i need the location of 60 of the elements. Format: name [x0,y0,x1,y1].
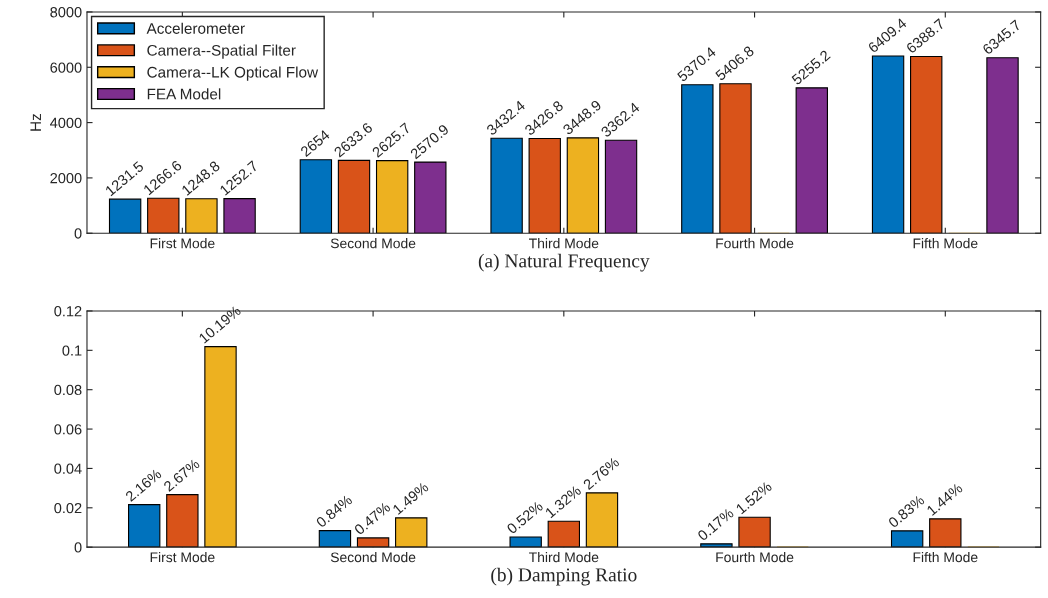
bar [299,159,333,234]
x-tick-label: Second Mode [330,238,416,249]
bar [509,536,542,548]
bar [395,517,428,548]
x-tick-label: Third Mode [529,552,599,563]
bar [185,198,218,234]
bar [223,198,256,234]
bar [910,55,943,234]
y-tick-label: 0 [74,228,82,239]
bar [795,87,828,234]
bar [547,520,581,548]
bar [414,161,447,234]
legend-label: Accelerometer [146,22,245,34]
y-tick-label: 6000 [50,62,82,73]
bar [929,518,962,548]
y-tick-label: 0.06 [54,424,82,435]
y-tick-label: 0.08 [54,384,82,396]
bar [700,543,733,548]
bar [986,57,1019,234]
x-axis-title: (a) Natural Frequency [478,253,650,272]
y-tick-label: 0 [74,542,82,553]
bar [337,159,371,234]
bar [604,139,638,234]
x-tick-label: First Mode [150,552,215,563]
bar [890,530,924,548]
bar [490,137,523,234]
x-tick-label: Fourth Mode [716,552,794,563]
bar [318,530,352,548]
y-tick-label: 0.02 [54,502,82,514]
bar [566,137,600,234]
bar [204,346,237,548]
bar [356,537,390,548]
y-tick-label: 0.12 [54,306,82,317]
bar [528,137,561,234]
y-tick-label: 8000 [50,7,82,18]
bar [128,504,161,548]
y-tick-label: 0.1 [62,345,82,356]
bar [375,160,409,234]
x-axis-title: (b) Damping Ratio [491,567,637,586]
y-tick-label: 0.04 [54,463,82,474]
bar [738,516,771,548]
bar [108,198,142,234]
y-tick-label: 2000 [50,173,82,184]
legend-label: FEA Model [147,88,221,100]
x-tick-label: Fifth Mode [913,552,978,563]
y-tick-label: 4000 [50,117,82,129]
x-tick-label: Fourth Mode [716,238,794,249]
legend-label: Camera--Spatial Filter [147,44,296,59]
bar [871,55,905,234]
y-axis-title: Hz [30,114,41,131]
x-tick-label: Second Mode [330,552,416,563]
legend-label: Camera--LK Optical Flow [147,66,319,81]
bar [147,197,180,234]
x-tick-label: Fifth Mode [913,238,978,249]
bar [681,84,714,234]
x-tick-label: Third Mode [529,238,599,249]
x-tick-label: First Mode [150,238,215,249]
bar [166,494,199,548]
bar [585,492,619,548]
bar [719,83,752,234]
